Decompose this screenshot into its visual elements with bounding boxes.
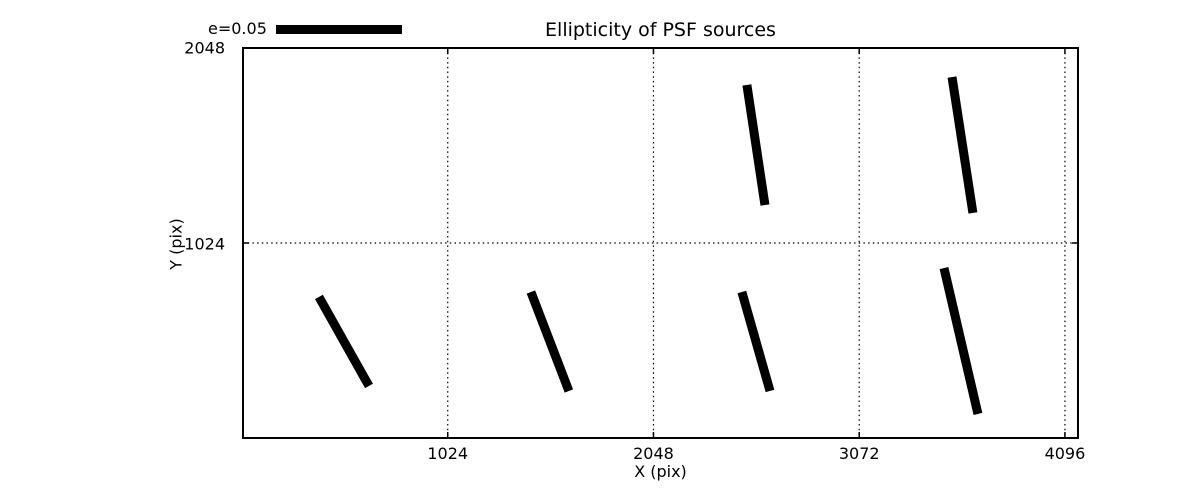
plot-canvas xyxy=(242,47,1079,439)
ellipticity-stick xyxy=(526,290,574,393)
x-tick-label: 1024 xyxy=(427,444,469,463)
plot-border xyxy=(242,47,1079,439)
plot-area xyxy=(242,47,1079,440)
y-tick-label: 1024 xyxy=(184,234,225,254)
y-tick-label: 2048 xyxy=(184,38,225,58)
ellipticity-stick xyxy=(939,267,983,415)
ellipticity-stick xyxy=(742,84,770,206)
x-tick-label: 3072 xyxy=(838,444,880,463)
x-tick-label: 4096 xyxy=(1044,444,1086,463)
legend-label: e=0.05 xyxy=(208,19,267,38)
legend-line-sample xyxy=(275,24,402,34)
ellipticity-stick xyxy=(737,290,775,393)
ellipticity-stick xyxy=(315,294,373,389)
chart-title: Ellipticity of PSF sources xyxy=(545,19,776,41)
legend: e=0.05 xyxy=(208,19,402,39)
x-tick-label: 2048 xyxy=(633,444,674,463)
ellipticity-stick xyxy=(947,76,978,214)
x-axis-label: X (pix) xyxy=(634,462,687,481)
